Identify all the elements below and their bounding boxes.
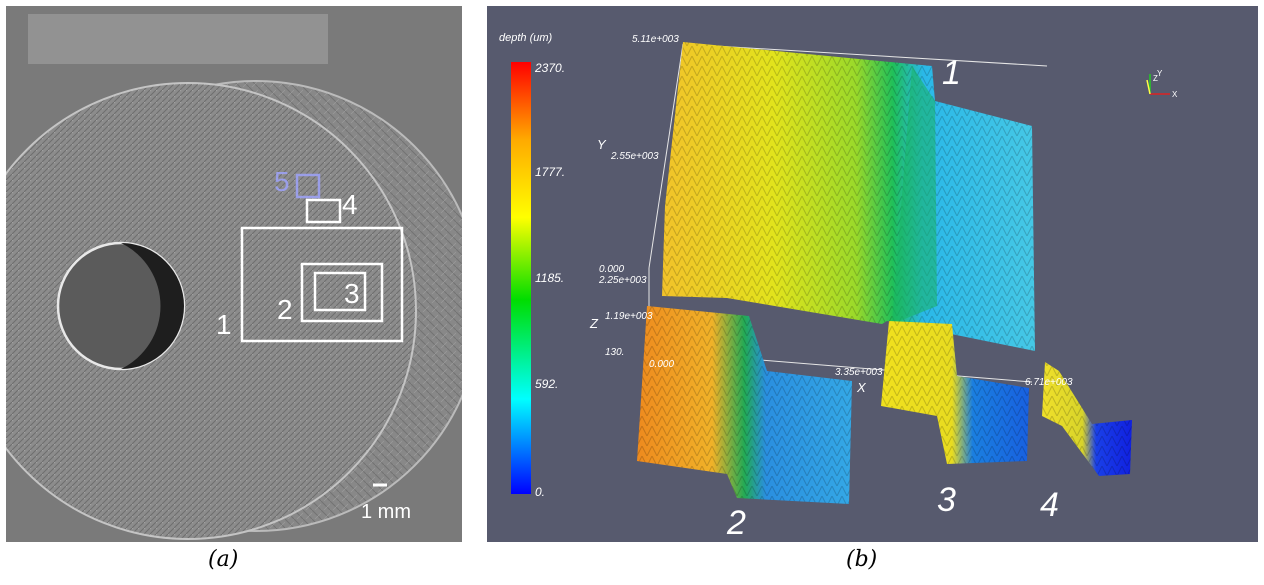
surface-4-texture <box>1042 362 1132 476</box>
region-label-5: 5 <box>274 166 290 197</box>
colorbar-tick: 592. <box>535 377 558 391</box>
region-label-3: 3 <box>344 278 360 309</box>
depth-render: depth (um) 2370. 1777. 1185. 592. 0. Y 5… <box>499 32 1178 542</box>
z-axis-tick: 2.25e+003 <box>598 275 647 286</box>
region-label-2: 2 <box>277 294 293 325</box>
surface-2-texture <box>637 306 852 504</box>
z-axis-tick: 130. <box>605 347 624 358</box>
depth-render-panel: depth (um) 2370. 1777. 1185. 592. 0. Y 5… <box>487 6 1258 542</box>
orientation-y-label: Y <box>1157 69 1163 78</box>
surface-label-2: 2 <box>726 504 746 542</box>
backing-tape <box>28 14 328 64</box>
x-axis-label: X <box>856 380 867 395</box>
caption-b: (b) <box>846 547 878 572</box>
orientation-x-label: X <box>1172 90 1178 99</box>
colorbar <box>511 62 531 494</box>
region-box-4 <box>305 198 342 224</box>
orientation-widget: Z Y X <box>1146 69 1178 99</box>
surface-3-texture <box>881 321 1029 464</box>
micrograph-image: 1 2 3 4 5 1 mm <box>6 14 462 540</box>
x-axis-tick: 6.71e+003 <box>1025 377 1073 388</box>
surface-label-1: 1 <box>942 54 961 92</box>
region-box-1 <box>240 226 404 343</box>
colorbar-tick: 2370. <box>534 61 565 75</box>
region-box-5 <box>295 173 321 199</box>
surface-1-step <box>892 66 937 324</box>
y-axis-label: Y <box>597 137 607 152</box>
hole-shadow <box>121 243 184 369</box>
region-label-4: 4 <box>342 189 358 220</box>
colorbar-tick: 1777. <box>535 165 565 179</box>
x-axis-tick: 0.000 <box>649 359 674 370</box>
micrograph-panel: 1 2 3 4 5 1 mm <box>6 6 462 542</box>
colorbar-title: depth (um) <box>499 32 553 44</box>
region-label-1: 1 <box>216 309 232 340</box>
surface-1-texture <box>662 42 1035 351</box>
caption-a: (a) <box>208 547 239 572</box>
y-axis-tick: 5.11e+003 <box>632 34 679 45</box>
colorbar-tick: 1185. <box>535 271 564 285</box>
y-axis-tick: 2.55e+003 <box>610 151 659 162</box>
x-axis-tick: 3.35e+003 <box>835 367 883 378</box>
scale-bar-label: 1 mm <box>361 501 411 523</box>
z-axis-tick: 1.19e+003 <box>605 311 653 322</box>
region-box-2 <box>300 262 384 323</box>
orientation-z-label: Z <box>1153 74 1158 83</box>
surface-label-4: 4 <box>1040 486 1059 524</box>
z-axis-label: Z <box>589 316 599 331</box>
colorbar-tick: 0. <box>535 485 545 499</box>
y-axis-tick: 0.000 <box>599 264 624 275</box>
surface-label-3: 3 <box>937 481 956 519</box>
region-box-3 <box>313 271 367 312</box>
